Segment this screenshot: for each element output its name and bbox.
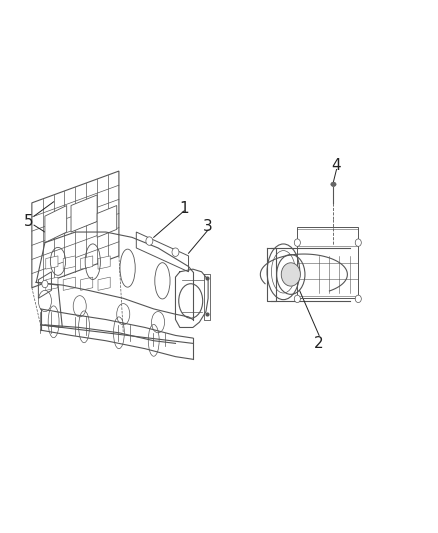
Circle shape [281,263,300,286]
Circle shape [146,237,153,245]
Ellipse shape [331,182,336,187]
Polygon shape [81,256,93,269]
Polygon shape [46,256,58,269]
Polygon shape [81,277,93,290]
Polygon shape [63,256,75,269]
Circle shape [355,295,361,303]
Polygon shape [71,195,97,232]
Circle shape [42,280,48,288]
Polygon shape [45,206,67,243]
Polygon shape [63,277,75,290]
Text: 3: 3 [203,219,213,234]
Text: 4: 4 [332,158,341,173]
Polygon shape [98,256,110,269]
Polygon shape [46,277,58,290]
Circle shape [172,248,179,256]
Polygon shape [98,277,110,290]
Polygon shape [97,206,117,237]
Text: 2: 2 [314,336,324,351]
Circle shape [294,295,300,303]
Circle shape [355,239,361,246]
Circle shape [294,239,300,246]
Text: 1: 1 [180,201,189,216]
Text: 5: 5 [24,214,33,229]
